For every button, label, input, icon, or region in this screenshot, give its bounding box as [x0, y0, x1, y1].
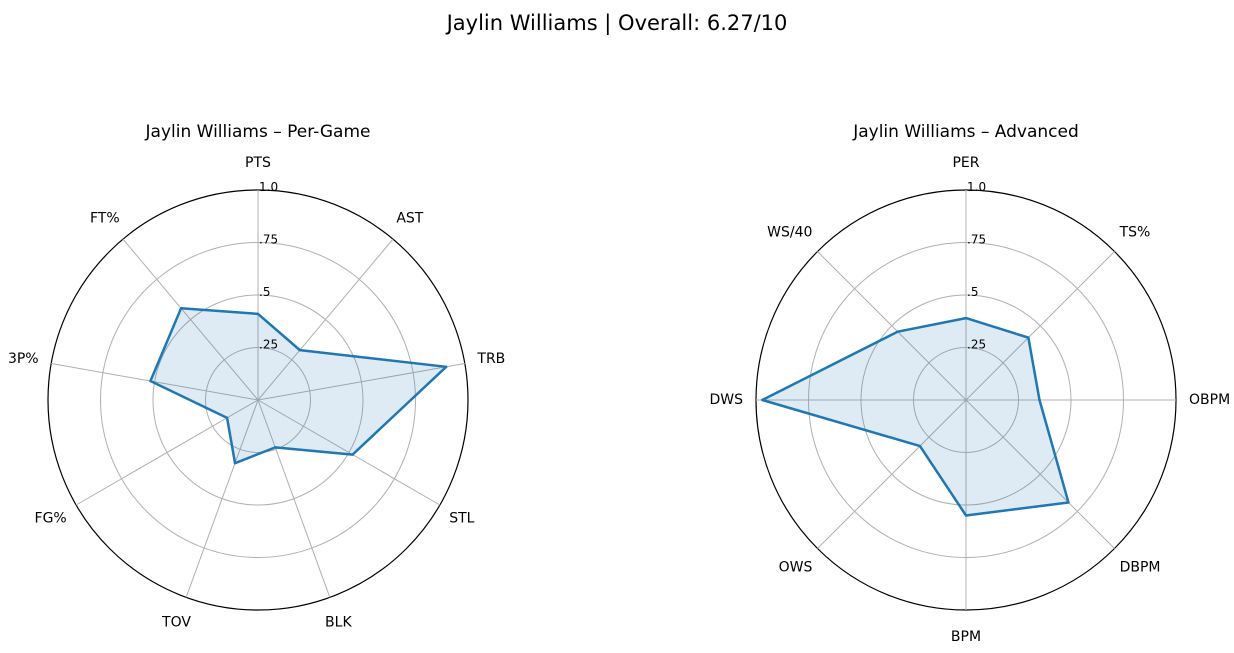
radar-series-line	[149, 307, 448, 465]
axis-label-ws-40: WS/40	[767, 224, 812, 240]
axis-label-trb: TRB	[476, 351, 505, 367]
radar-point-trb	[444, 365, 448, 369]
radial-tick-label: .25	[259, 338, 278, 352]
radar-spoke	[257, 399, 331, 598]
axis-label-fg-pct: FG%	[35, 511, 67, 527]
axis-label-ts-pct: TS%	[1119, 224, 1151, 240]
radar-point-obpm	[1038, 398, 1041, 402]
radar-point-blk	[274, 446, 277, 449]
radar-spoke	[257, 399, 441, 506]
axis-label-stl: STL	[449, 511, 474, 527]
radial-tick-label: 1.0	[967, 180, 986, 194]
axis-label-ast: AST	[396, 210, 423, 226]
radial-tick-label: .5	[259, 285, 270, 299]
axis-label-per: PER	[952, 155, 979, 171]
chart-title: Jaylin Williams – Advanced	[852, 122, 1079, 142]
axis-label-dbpm: DBPM	[1120, 560, 1161, 576]
radial-tick-label: .75	[259, 233, 278, 247]
radar-area	[150, 308, 447, 464]
radar-chart-advanced: Jaylin Williams – Advanced .25 .5 .75 1.0 PER…	[709, 122, 1230, 645]
radar-spoke	[257, 238, 394, 401]
radar-point-pts	[256, 312, 260, 316]
axis-label-pts: PTS	[245, 155, 271, 171]
radial-tick-label: .75	[967, 233, 986, 247]
radial-tick-label: 1.0	[259, 180, 278, 194]
radar-point-ows	[918, 444, 922, 448]
radar-point-3p-pct	[149, 379, 152, 383]
radar-spoke	[817, 399, 967, 549]
axis-label-obpm: OBPM	[1189, 392, 1230, 408]
axis-label-ows: OWS	[779, 560, 813, 576]
axis-label-dws: DWS	[709, 392, 743, 408]
chart-title: Jaylin Williams – Per-Game	[145, 122, 371, 142]
axis-label-bpm: BPM	[951, 629, 981, 645]
radar-point-stl	[351, 453, 354, 456]
axis-label-ft-pct: FT%	[90, 210, 120, 226]
radar-spoke	[965, 251, 1115, 401]
radar-point-fg-pct	[225, 416, 229, 420]
figure-title: Jaylin Williams | Overall: 6.27/10	[445, 11, 788, 36]
radar-spoke	[817, 251, 967, 401]
radar-chart-per-game: Jaylin Williams – Per-Game .25 .5 .75 1.0 PTS…	[8, 122, 505, 631]
radar-point-ts-pct	[1027, 336, 1030, 339]
radial-tick-label: .25	[967, 338, 986, 352]
radar-point-ft-pct	[179, 307, 183, 310]
radar-point-ast	[298, 348, 302, 352]
radar-spoke	[185, 399, 259, 598]
radar-point-per	[964, 316, 968, 320]
radar-point-dws	[761, 398, 764, 402]
radar-point-tov	[233, 461, 237, 465]
radar-spoke	[122, 238, 259, 401]
axis-label-tov: TOV	[161, 615, 191, 631]
axis-label-blk: BLK	[325, 615, 352, 631]
radar-point-bpm	[964, 514, 968, 517]
radial-tick-label: .5	[967, 285, 978, 299]
radar-point-dbpm	[1067, 501, 1070, 504]
axis-label-3p-pct: 3P%	[8, 351, 39, 367]
radar-spoke	[257, 363, 465, 401]
radar-point-ws-40	[896, 330, 899, 333]
radar-spoke	[965, 399, 1115, 549]
radar-area	[762, 318, 1069, 516]
